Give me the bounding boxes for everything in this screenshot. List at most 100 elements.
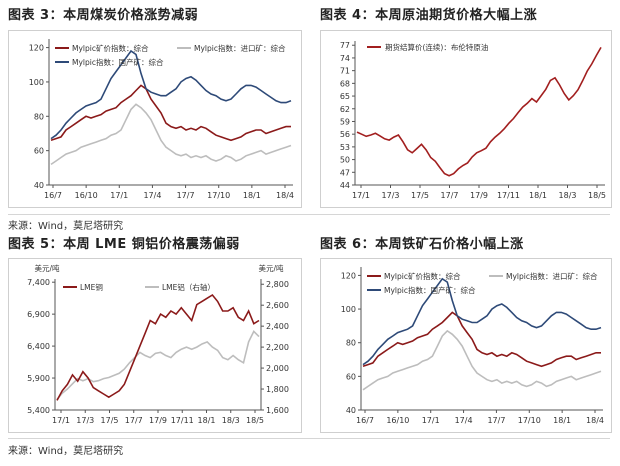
- crude-y-tick-label: 71: [340, 67, 350, 76]
- iron-y-tick-label: 100: [341, 305, 356, 314]
- crude-x-tick-label: 17/5: [411, 191, 429, 200]
- metals-y-tick-label-right: 2,200: [266, 343, 289, 352]
- metals-x-tick-label: 17/9: [149, 416, 167, 425]
- metals-x-tick-label: 17/5: [101, 416, 119, 425]
- crude-y-tick-label: 68: [340, 79, 350, 88]
- crude-x-tick-label: 17/1: [352, 191, 370, 200]
- iron-x-tick-label: 18/1: [553, 416, 571, 425]
- coal-y-tick-label: 80: [34, 112, 44, 121]
- iron-legend-label: Mylpic指数：进口矿：综合: [506, 271, 598, 281]
- chart-title-metals: 图表 5：本周 LME 铜铝价格震荡偏弱: [8, 237, 240, 252]
- chart-frame-crude: 44 47 50 53 56 59 62 65 68 71 74 77 17/1 17/3 17/5 17/7…: [320, 30, 612, 208]
- coal-x-tick-label: 16/10: [75, 191, 98, 200]
- iron-x-tick-label: 17/7: [487, 416, 505, 425]
- metals-y-tick-label-left: 6,400: [27, 342, 50, 351]
- coal-legend-label: Mylpic指数：国产矿：综合: [72, 57, 164, 67]
- iron-y-tick-label: 120: [341, 271, 356, 280]
- iron-x-tick-label: 16/10: [386, 416, 409, 425]
- crude-y-tick-label: 74: [340, 54, 350, 63]
- metals-y-label-left: 美元/吨: [34, 263, 60, 273]
- iron-series-line: [362, 277, 602, 366]
- metals-series-line-cu: [56, 293, 260, 401]
- metals-y-tick-label-right: 1,600: [266, 406, 289, 415]
- coal-series-line: [50, 103, 292, 166]
- iron-legend-label: Mylpic指数：国产矿：综合: [384, 285, 476, 295]
- coal-series-line: [50, 84, 291, 142]
- chart-frame-coal: 40 60 80 100 120 16/7 16/10 17/1 17/4 17/7 17/10 18…: [8, 30, 302, 208]
- divider-bottom: [8, 438, 610, 439]
- crude-x-tick-label: 18/3: [559, 191, 577, 200]
- chart-title-coal: 图表 3：本周煤炭价格涨势减弱: [8, 8, 199, 23]
- crude-x-tick-label: 17/11: [497, 191, 520, 200]
- crude-y-tick-label: 56: [340, 130, 350, 139]
- metals-legend-label-al: LME铝（右轴）: [162, 282, 215, 292]
- crude-y-tick-label: 77: [340, 41, 350, 50]
- iron-x-tick-label: 17/1: [422, 416, 440, 425]
- coal-x-tick-label: 17/4: [143, 191, 161, 200]
- iron-y-tick-label: 40: [346, 406, 356, 415]
- metals-x-tick-label: 18/3: [222, 416, 240, 425]
- crude-y-tick-label: 59: [340, 117, 350, 126]
- coal-x-tick-label: 16/7: [44, 191, 62, 200]
- chart-frame-iron-ore: 40 60 80 100 120 16/7 16/10 17/1 17/4 17/7 17/10 18…: [320, 258, 612, 433]
- crude-x-tick-label: 18/5: [588, 191, 606, 200]
- metals-legend-label-cu: LME铜: [80, 282, 103, 292]
- chart-frame-metals: 美元/吨 美元/吨 5,400 5,900 6,400 6,900 7,400 1,600 1,…: [8, 258, 302, 433]
- metals-x-tick-label: 17/7: [125, 416, 143, 425]
- iron-x-tick-label: 17/4: [455, 416, 473, 425]
- crude-y-tick-label: 50: [340, 156, 350, 165]
- iron-series-line: [362, 311, 601, 368]
- metals-x-tick-label: 17/3: [76, 416, 94, 425]
- iron-x-tick-label: 18/4: [586, 416, 604, 425]
- metals-x-tick-label: 18/5: [246, 416, 264, 425]
- chart-crude: 44 47 50 53 56 59 62 65 68 71 74 77 17/1 17/3 17/5 17/7…: [340, 41, 606, 200]
- crude-x-tick-label: 17/9: [470, 191, 488, 200]
- chart-metals: 美元/吨 美元/吨 5,400 5,900 6,400 6,900 7,400 1,600 1,…: [27, 263, 289, 425]
- crude-x-tick-label: 17/7: [441, 191, 459, 200]
- chart-title-iron-ore: 图表 6：本周铁矿石价格小幅上涨: [320, 237, 524, 252]
- coal-series-line: [50, 49, 292, 140]
- metals-y-tick-label-right: 1,800: [266, 385, 289, 394]
- metals-x-tick-label: 18/1: [198, 416, 216, 425]
- crude-x-tick-label: 18/1: [529, 191, 547, 200]
- coal-x-tick-label: 17/1: [110, 191, 128, 200]
- coal-y-tick-label: 40: [34, 181, 44, 190]
- metals-y-tick-label-right: 2,600: [266, 301, 289, 310]
- crude-y-tick-label: 47: [340, 168, 350, 177]
- crude-y-tick-label: 65: [340, 92, 350, 101]
- iron-series-line: [362, 329, 602, 391]
- chart-iron-ore: 40 60 80 100 120 16/7 16/10 17/1 17/4 17/7 17/10 18…: [341, 267, 604, 425]
- chart-title-crude: 图表 4：本周原油期货价格大幅上涨: [320, 8, 538, 23]
- metals-y-label-right: 美元/吨: [258, 263, 284, 273]
- crude-legend-label: 期货结算价(连续)：布伦特原油: [385, 42, 488, 52]
- metals-y-tick-label-right: 2,000: [266, 364, 289, 373]
- iron-y-tick-label: 80: [346, 339, 356, 348]
- crude-series-line: [356, 47, 602, 177]
- crude-y-tick-label: 62: [340, 105, 350, 114]
- crude-y-tick-label: 53: [340, 143, 350, 152]
- coal-legend-label: Mylpic矿价指数：综合: [72, 43, 149, 53]
- coal-legend-label: Mylpic指数：进口矿：综合: [194, 43, 286, 53]
- iron-y-tick-label: 60: [346, 372, 356, 381]
- source-note-bottom: 来源：Wind，莫尼塔研究: [8, 446, 124, 457]
- metals-y-tick-label-left: 5,400: [27, 406, 50, 415]
- metals-x-tick-label: 17/1: [52, 416, 70, 425]
- metals-y-tick-label-right: 2,800: [266, 280, 289, 289]
- metals-y-tick-label-right: 2,400: [266, 322, 289, 331]
- coal-x-tick-label: 17/7: [177, 191, 195, 200]
- metals-y-tick-label-left: 6,900: [27, 310, 50, 319]
- chart-coal: 40 60 80 100 120 16/7 16/10 17/1 17/4 17/7 17/10 18…: [29, 39, 294, 200]
- metals-x-tick-label: 17/11: [171, 416, 194, 425]
- iron-x-tick-label: 17/10: [518, 416, 541, 425]
- metals-series-line-al: [56, 330, 260, 401]
- iron-x-tick-label: 16/7: [356, 416, 374, 425]
- crude-x-tick-label: 17/3: [382, 191, 400, 200]
- coal-y-tick-label: 100: [29, 78, 44, 87]
- coal-x-tick-label: 18/1: [243, 191, 261, 200]
- divider-top: [8, 214, 610, 215]
- source-note-top: 来源：Wind，莫尼塔研究: [8, 221, 124, 232]
- coal-x-tick-label: 18/4: [276, 191, 294, 200]
- crude-y-tick-label: 44: [340, 181, 350, 190]
- iron-legend-label: Mylpic矿价指数：综合: [384, 271, 461, 281]
- coal-y-tick-label: 120: [29, 44, 44, 53]
